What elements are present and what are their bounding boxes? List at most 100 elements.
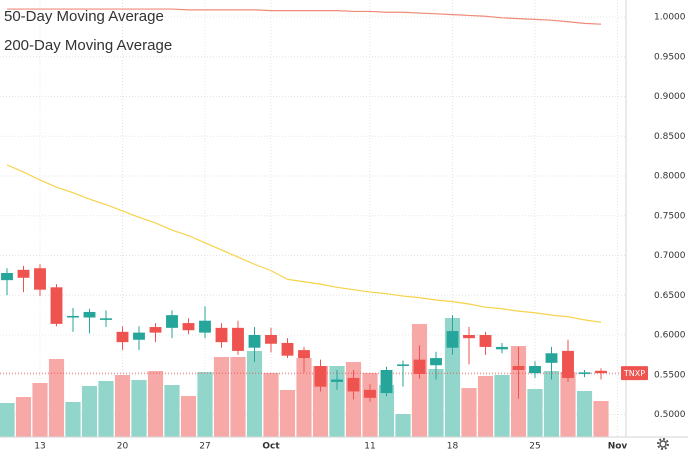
candle-body [298,350,310,359]
volume-bar [395,414,411,437]
candle-body [215,327,228,343]
legend-entry: 200-Day Moving Average [4,37,172,54]
volume-bar [279,390,296,437]
x-tick-label: 27 [199,442,210,452]
volume-bar [98,381,114,437]
y-tick-label: 0.5000 [654,410,686,420]
moving-average-line [7,8,602,25]
legend-entry: 50-Day Moving Average [4,8,164,25]
candle-body [133,332,145,340]
candle-body [380,369,393,394]
moving-average-line [6,164,602,323]
candle-body [17,269,30,278]
volume-bar [48,359,65,437]
candle-body [199,320,211,333]
y-tick-label: 0.5500 [654,370,686,380]
y-tick-label: 1.0000 [654,13,686,23]
volume-bar [329,366,345,437]
y-tick-label: 0.8500 [654,132,686,142]
x-tick-label: Nov [608,442,628,452]
volume-bar [246,351,263,437]
candle-body [166,315,178,328]
volume-bar [576,391,593,437]
volume-bar [527,389,543,437]
volume-bar [164,385,180,437]
volume-bar [543,371,560,437]
volume-bar [378,385,395,437]
candle-body [496,346,508,350]
candle-body [331,379,343,382]
candle-body [100,318,112,320]
candle-body [562,350,574,378]
volume-bar [197,372,213,437]
volume-bar [230,357,246,437]
moving-average-layer [0,8,626,374]
volume-bar [213,357,230,437]
y-tick-label: 0.6000 [654,331,686,341]
candle-body [595,370,607,374]
volume-bar [131,380,147,437]
volume-bar [494,375,510,437]
volume-bar [461,388,477,437]
candle-body [116,331,129,343]
volume-bar [296,358,312,437]
candle-body [446,331,459,348]
volume-bar [180,396,197,437]
candle-layer [1,264,607,402]
y-tick-label: 0.9000 [654,92,686,102]
volume-bar [65,402,81,437]
candle-body [479,335,492,347]
volume-bar [81,386,98,437]
y-tick-label: 0.6500 [654,291,686,301]
volume-bar [0,403,15,437]
volume-bar [15,397,32,437]
candle-body [578,372,591,374]
settings-icon[interactable] [657,438,669,450]
candle-body [1,272,13,281]
volume-bar [593,401,609,437]
candle-body [83,311,96,318]
volume-bar [32,383,48,437]
candle-body [34,268,46,290]
y-tick-label: 0.7000 [654,251,686,261]
volume-bar [428,369,444,437]
axes: 0.5000 0.5500 0.6000 0.6500 0.7000 0.7500 0.80… [34,13,685,452]
volume-bar [147,371,164,437]
volume-bar [477,376,494,437]
volume-bar [362,373,378,437]
candle-body [430,358,442,366]
candle-body [67,315,79,318]
x-tick-label: 20 [117,442,129,452]
candle-body [529,366,541,374]
x-tick-label: 25 [529,442,540,452]
candle-body [149,327,162,333]
x-tick-label: Oct [262,442,280,452]
volume-bar [263,373,279,437]
candle-body [364,389,376,398]
volume-bar [560,372,576,437]
y-tick-label: 0.9500 [654,52,686,62]
x-tick-label: 18 [447,442,459,452]
volume-bar [411,324,428,437]
candle-body [248,335,261,348]
x-tick-label: 13 [34,442,45,452]
candle-body [347,377,360,392]
candle-body [50,287,63,324]
volume-layer [0,318,609,437]
y-tick-label: 0.7500 [654,211,686,221]
candle-body [232,327,244,351]
candle-body [397,364,409,367]
y-tick-label: 0.8000 [654,172,686,182]
candle-body [281,342,294,356]
candle-body [545,353,558,363]
ticker-label: TNXP [623,369,645,378]
candle-body [314,366,327,387]
x-tick-label: 11 [364,442,375,452]
candle-body [463,335,475,339]
volume-bar [444,318,461,437]
volume-bar [114,375,131,437]
candle-body [265,335,277,344]
ticker-badge [621,366,648,381]
candle-body [512,366,525,370]
